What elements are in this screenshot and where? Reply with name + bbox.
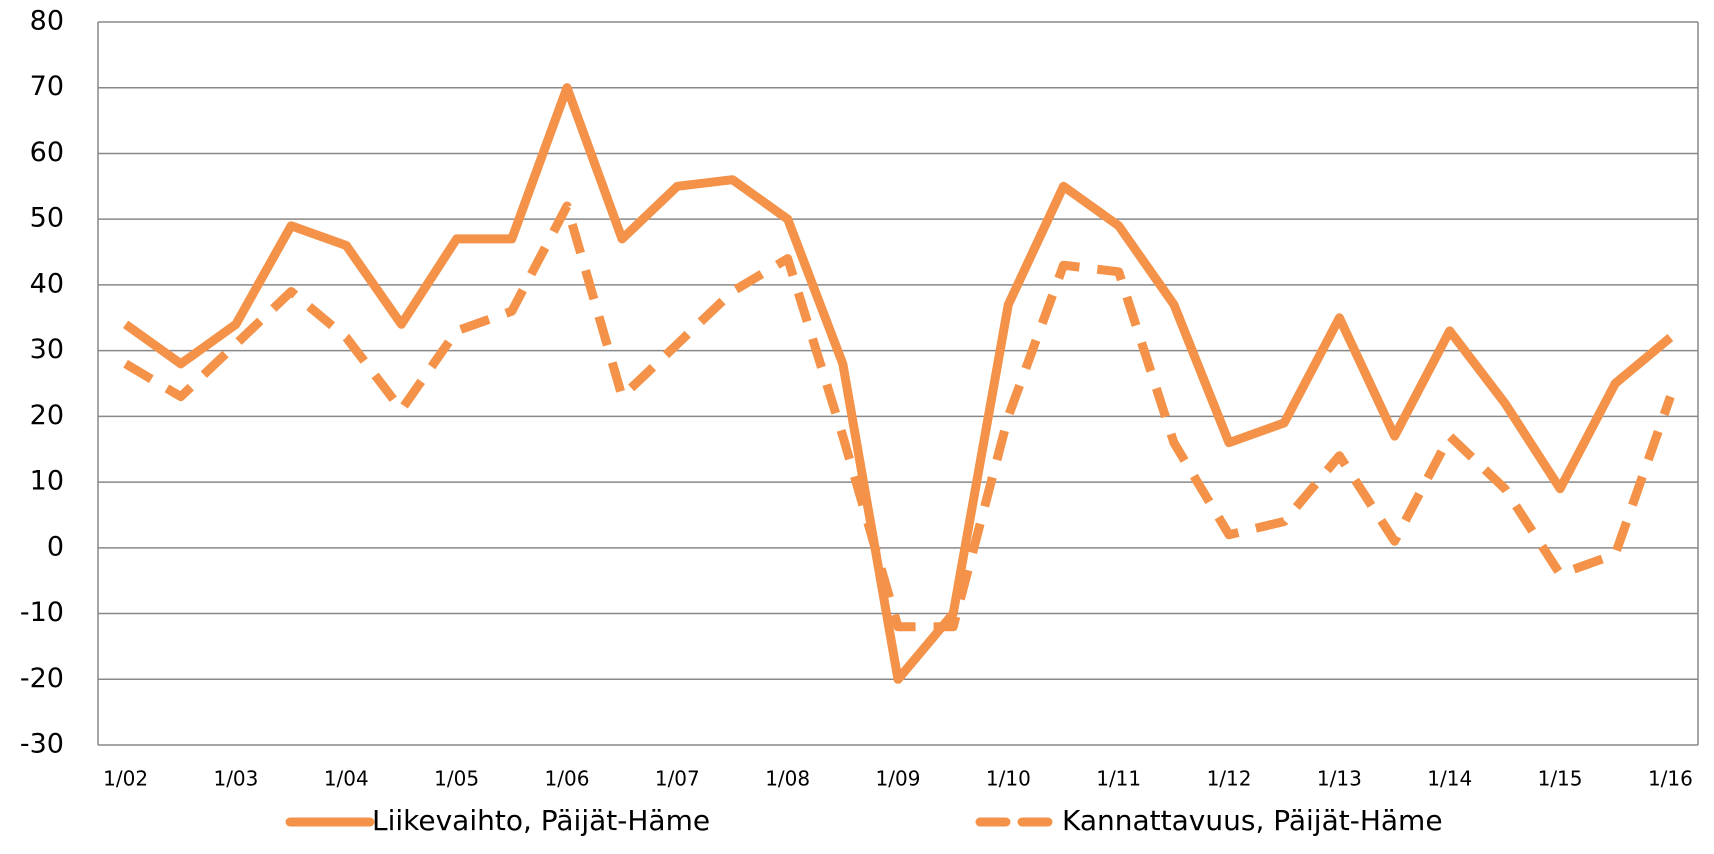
x-tick-label: 1/04 — [324, 767, 369, 791]
series-line — [122, 83, 1674, 684]
x-tick-label: 1/11 — [1096, 767, 1141, 791]
x-tick-label: 1/12 — [1207, 767, 1252, 791]
legend-label: Kannattavuus, Päijät-Häme — [1062, 804, 1443, 837]
x-tick-label: 1/09 — [876, 767, 921, 791]
y-tick-label: -20 — [20, 663, 64, 694]
x-tick-label: 1/06 — [545, 767, 590, 791]
x-tick-label: 1/08 — [765, 767, 810, 791]
x-tick-label: 1/02 — [103, 767, 148, 791]
y-tick-label: -30 — [20, 729, 64, 760]
y-tick-label: 70 — [30, 71, 64, 102]
x-tick-label: 1/14 — [1427, 767, 1472, 791]
series-line — [123, 201, 1675, 632]
x-tick-label: 1/07 — [655, 767, 700, 791]
y-tick-label: 50 — [30, 203, 64, 234]
x-tick-label: 1/16 — [1648, 767, 1693, 791]
x-tick-label: 1/13 — [1317, 767, 1362, 791]
y-tick-label: 60 — [30, 137, 64, 168]
x-tick-label: 1/10 — [986, 767, 1031, 791]
y-tick-label: 0 — [47, 531, 64, 562]
legend-label: Liikevaihto, Päijät-Häme — [372, 804, 710, 837]
y-tick-label: 40 — [30, 268, 64, 299]
x-tick-label: 1/05 — [434, 767, 479, 791]
y-tick-label: -10 — [20, 597, 64, 628]
x-tick-label: 1/15 — [1538, 767, 1583, 791]
y-tick-label: 30 — [30, 334, 64, 365]
x-tick-label: 1/03 — [213, 767, 258, 791]
y-tick-label: 20 — [30, 400, 64, 431]
y-tick-label: 10 — [30, 466, 64, 497]
y-tick-label: 80 — [30, 6, 64, 37]
